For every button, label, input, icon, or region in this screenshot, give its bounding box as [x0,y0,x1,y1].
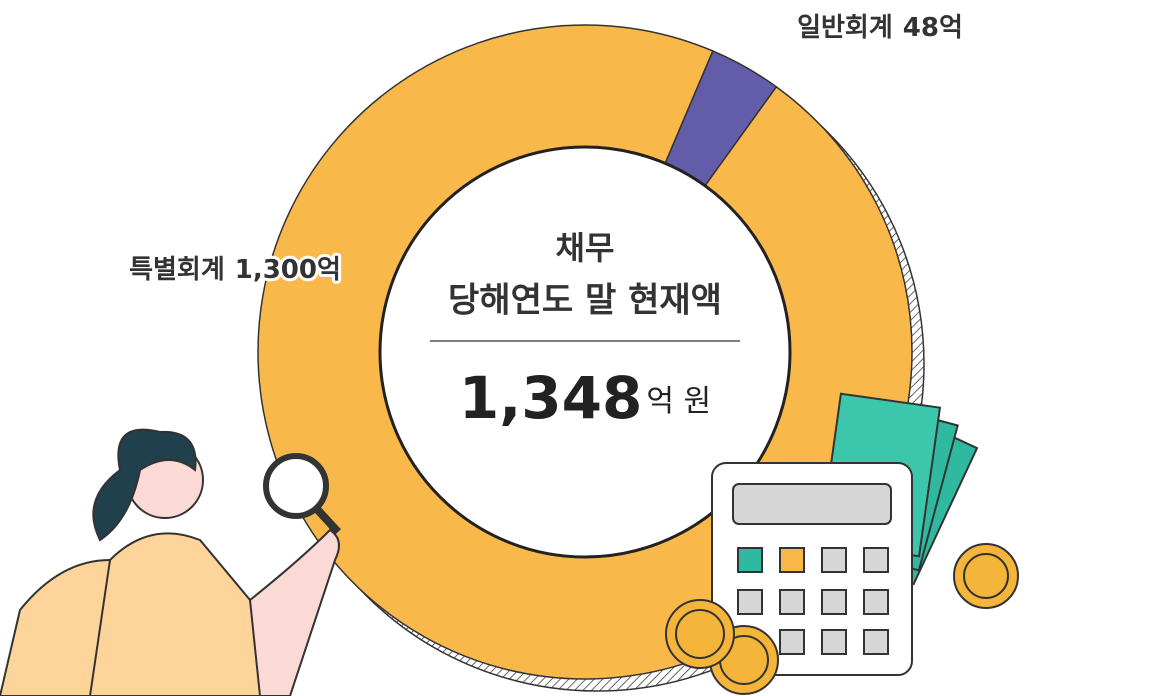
coins [665,543,1019,695]
value-label: 48억 [903,13,963,43]
value-label: 1,300억 [235,255,341,285]
center-subtitle: 당해연도 말 현재액 [448,281,722,321]
person [0,428,341,696]
center-unit: 억 원 [646,384,711,419]
center-total-line: 1,348 억 원 [459,364,711,432]
center-circle [378,145,792,559]
center-total: 1,348 [459,364,642,432]
category-name: 일반회계 [797,13,893,43]
center-title: 채무 [556,229,615,267]
segment-label: 특별회계 1,300억 [129,255,341,285]
segment-label: 일반회계 48억 [797,13,963,43]
calculator [711,462,913,676]
category-name: 특별회계 [129,255,225,285]
